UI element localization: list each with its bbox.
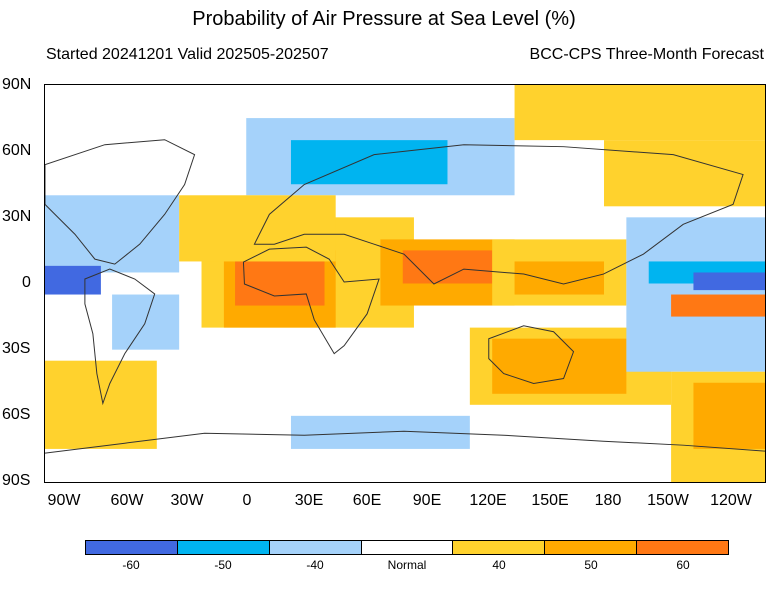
legend-label: Normal: [387, 558, 427, 572]
map-subtitle-left: Started 20241201 Valid 202505-202507: [46, 46, 329, 63]
lat-label: 60N: [2, 142, 32, 159]
map-panel: [44, 84, 766, 483]
legend-swatch: [177, 541, 270, 554]
probability-region: [671, 294, 765, 317]
probability-region: [604, 140, 765, 207]
coastline-europe-asia: [253, 144, 744, 285]
legend-label: -50: [214, 558, 232, 572]
coastline-north-america: [45, 139, 196, 265]
lon-label: 90W: [47, 492, 81, 509]
coastline-africa: [242, 246, 380, 355]
probability-region: [235, 261, 325, 306]
probability-region: [45, 360, 157, 449]
lon-label: 60W: [110, 492, 144, 509]
lon-label: 30W: [170, 492, 204, 509]
legend-swatch: [269, 541, 362, 554]
lat-label: 60S: [2, 406, 31, 423]
legend-swatch: [361, 541, 454, 554]
probability-region: [45, 265, 101, 295]
legend-label: 60: [676, 558, 690, 572]
lon-label: 120E: [469, 492, 507, 509]
probability-region: [402, 250, 493, 284]
lon-label: 0: [242, 492, 252, 509]
legend-swatch: [453, 541, 546, 554]
legend-label: -40: [306, 558, 324, 572]
lon-label: 150E: [531, 492, 569, 509]
legend-label: 40: [492, 558, 506, 572]
lat-label: 90N: [2, 76, 32, 93]
lon-label: 180: [594, 492, 622, 509]
lon-label: 30E: [294, 492, 324, 509]
legend-swatch: [545, 541, 638, 554]
probability-region: [693, 382, 765, 449]
lat-label: 90S: [2, 472, 31, 489]
lon-label: 60E: [352, 492, 382, 509]
probability-region: [693, 272, 765, 291]
legend-label: -60: [122, 558, 140, 572]
coastline-south-america: [84, 268, 156, 406]
probability-region: [514, 261, 605, 295]
legend-label: 50: [584, 558, 598, 572]
coastline-antarctica: [45, 430, 765, 454]
probability-region: [492, 338, 627, 394]
lat-label: 30N: [2, 208, 32, 225]
legend-colorbar: [85, 540, 729, 555]
lon-label: 120W: [710, 492, 752, 509]
probability-map: [45, 85, 765, 482]
map-title: Probability of Air Pressure at Sea Level…: [192, 8, 576, 30]
lon-label: 150W: [647, 492, 689, 509]
lat-label: 30S: [2, 340, 31, 357]
probability-region: [45, 195, 180, 273]
coastline-australia: [488, 325, 575, 385]
lat-label: 0: [22, 274, 31, 291]
probability-region: [514, 85, 765, 141]
lon-label: 90E: [412, 492, 442, 509]
probability-region: [179, 195, 336, 262]
probability-region: [290, 140, 448, 185]
legend-swatch: [637, 541, 729, 554]
map-subtitle-right: BCC-CPS Three-Month Forecast: [529, 46, 764, 63]
legend-swatch: [86, 541, 178, 554]
